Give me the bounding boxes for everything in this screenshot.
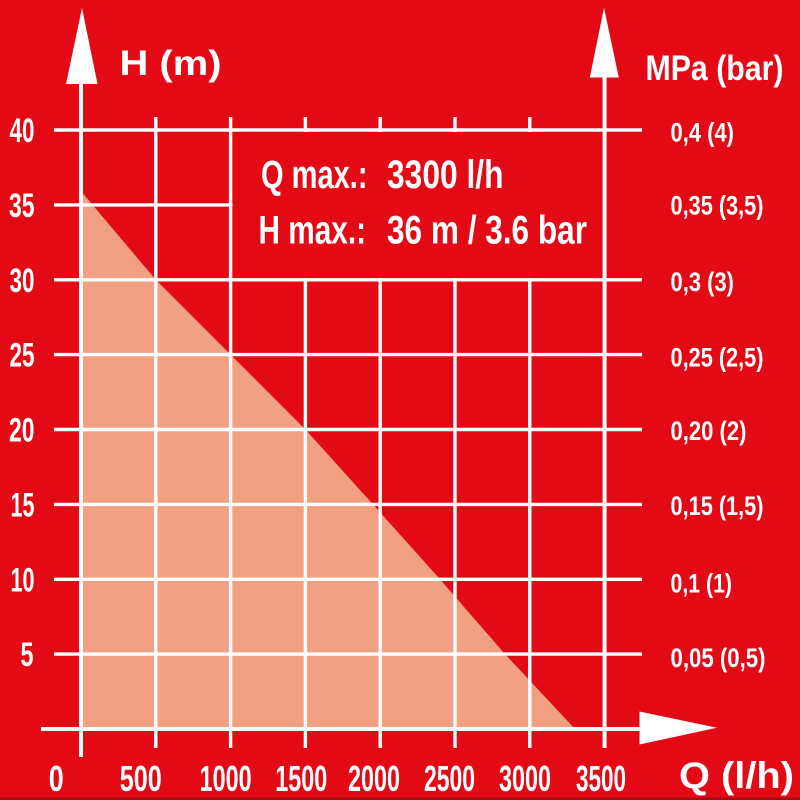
svg-text:0,35 (3,5): 0,35 (3,5) <box>671 191 764 221</box>
svg-text:0,05 (0,5): 0,05 (0,5) <box>671 643 766 673</box>
svg-text:35: 35 <box>9 187 35 225</box>
svg-text:0,25 (2,5): 0,25 (2,5) <box>671 343 764 373</box>
svg-text:5: 5 <box>21 636 34 674</box>
svg-text:30: 30 <box>10 262 35 300</box>
svg-text:0,15 (1,5): 0,15 (1,5) <box>671 491 764 521</box>
svg-text:MPa (bar): MPa (bar) <box>646 49 784 88</box>
svg-text:2500: 2500 <box>424 758 475 799</box>
svg-text:20: 20 <box>9 412 35 450</box>
svg-text:H (m): H (m) <box>120 44 222 83</box>
svg-text:25: 25 <box>10 337 35 375</box>
svg-text:0: 0 <box>49 758 64 799</box>
svg-text:3500: 3500 <box>576 758 626 799</box>
svg-text:0,1 (1): 0,1 (1) <box>671 569 733 599</box>
svg-text:0,4 (4): 0,4 (4) <box>671 118 735 148</box>
svg-text:Q (l/h): Q (l/h) <box>679 755 794 796</box>
svg-text:3300 l/h: 3300 l/h <box>387 153 504 197</box>
svg-text:15: 15 <box>11 486 35 524</box>
svg-text:0,20 (2): 0,20 (2) <box>671 416 747 446</box>
svg-text:3000: 3000 <box>499 758 551 799</box>
svg-text:0,3 (3): 0,3 (3) <box>671 267 735 297</box>
svg-text:H max.:: H max.: <box>259 209 367 253</box>
svg-text:36 m / 3.6 bar: 36 m / 3.6 bar <box>387 209 587 253</box>
svg-text:1500: 1500 <box>275 758 327 799</box>
svg-text:1000: 1000 <box>200 758 252 799</box>
svg-text:500: 500 <box>120 758 162 799</box>
svg-text:10: 10 <box>11 561 35 599</box>
svg-text:Q max.:: Q max.: <box>261 153 368 197</box>
svg-text:40: 40 <box>10 112 35 150</box>
svg-text:2000: 2000 <box>348 758 400 799</box>
